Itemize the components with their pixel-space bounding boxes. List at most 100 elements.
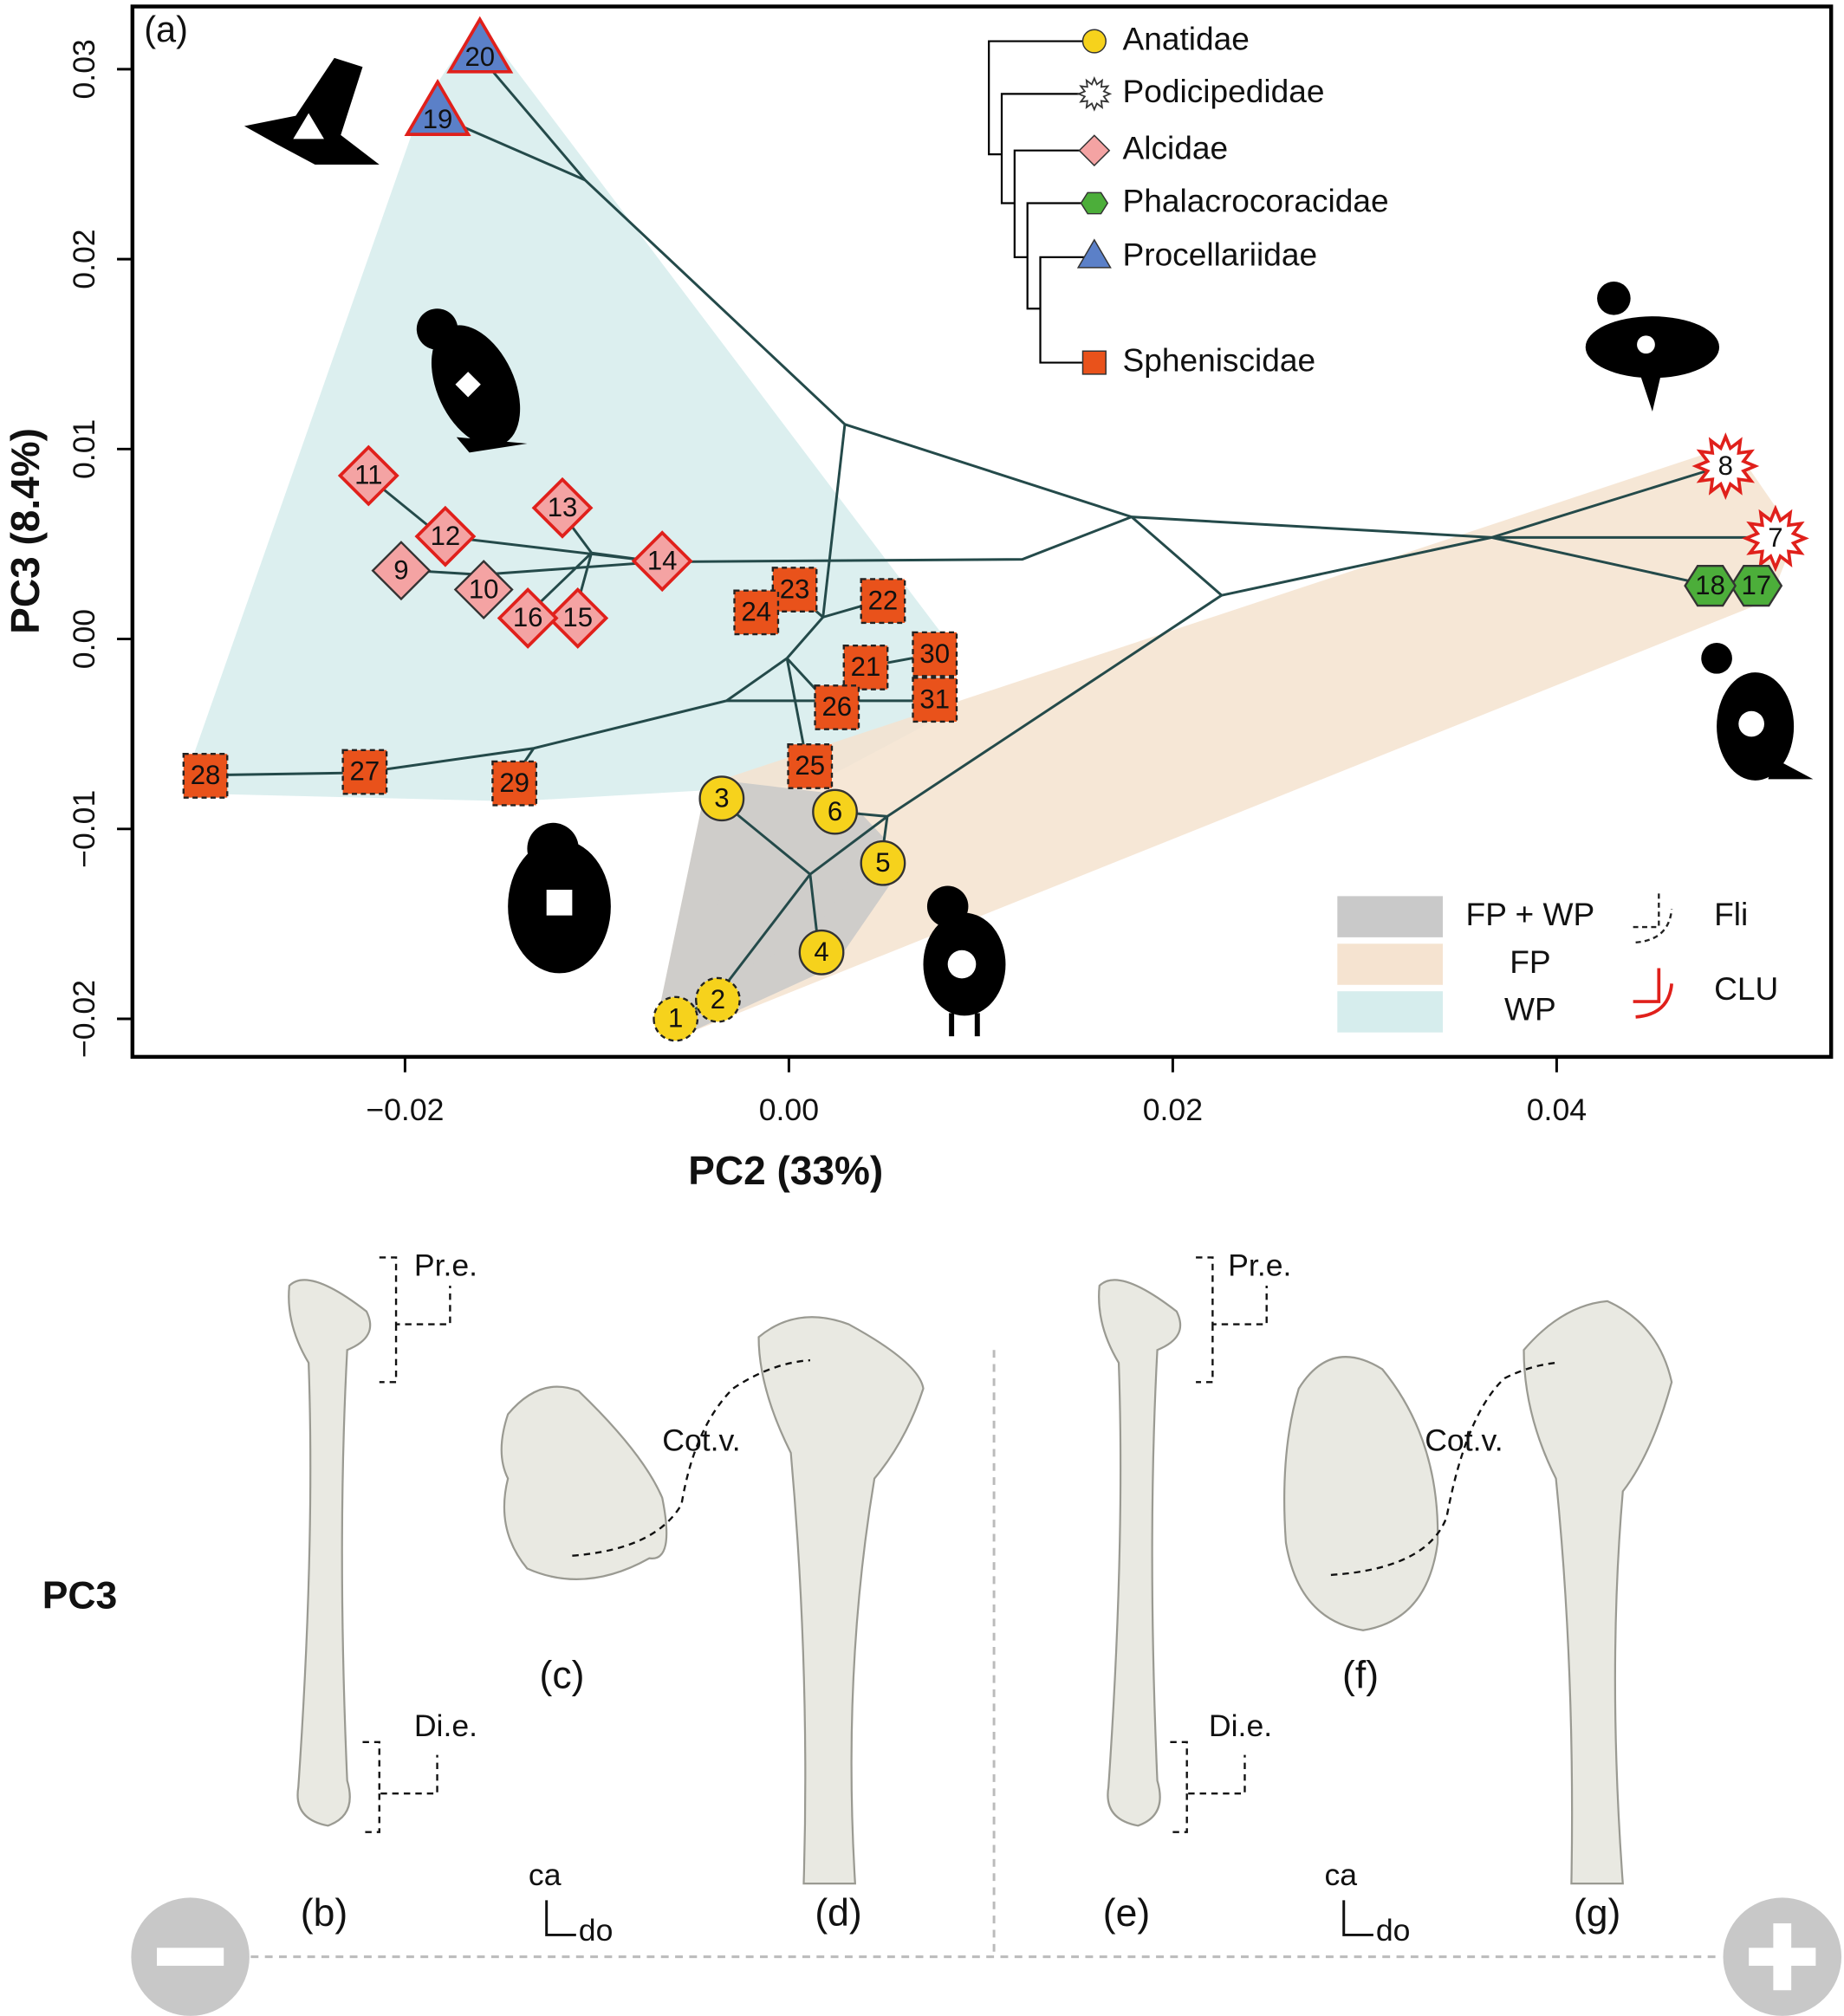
view-label: (b)	[301, 1892, 347, 1935]
legend-label: CLU	[1714, 970, 1778, 1007]
point	[698, 775, 745, 822]
point-label: 2	[711, 984, 725, 1014]
point	[531, 476, 594, 539]
point	[733, 589, 780, 636]
penguin-silhouette	[508, 822, 611, 974]
point-label: 22	[868, 585, 899, 615]
point	[842, 645, 889, 690]
view-label: (e)	[1103, 1892, 1150, 1935]
point	[653, 995, 699, 1042]
point-label: 8	[1718, 451, 1733, 481]
point-label: 23	[780, 574, 810, 604]
legend-swatch	[1337, 991, 1444, 1033]
legend-label: Podicipedidae	[1122, 73, 1324, 109]
legend-label: Procellariidae	[1122, 237, 1317, 273]
view-label: (g)	[1574, 1892, 1620, 1935]
legend-edge	[1633, 893, 1673, 944]
view-label: (d)	[815, 1892, 861, 1935]
legend: Anatidae Podicipedidae Alcidae Phalacrocora…	[1076, 20, 1778, 1033]
grebe-silhouette	[1585, 282, 1720, 412]
bone-c	[500, 1385, 668, 1580]
point-label: 15	[562, 602, 593, 632]
annotation: Di.e.	[1209, 1708, 1272, 1743]
cormorant-silhouette	[1701, 643, 1814, 781]
point-label: 25	[795, 750, 825, 781]
y-tick-label: 0.00	[67, 609, 101, 669]
orientation-axes	[545, 1900, 576, 1936]
silhouettes	[243, 57, 1814, 1037]
point-label: 13	[548, 492, 578, 522]
bone-g	[1523, 1300, 1673, 1885]
legend-edge	[1633, 968, 1673, 1019]
legend-swatch	[1337, 943, 1444, 985]
point-label: 5	[875, 847, 890, 878]
legend-label: WP	[1504, 991, 1556, 1027]
axis-label: ca	[1324, 1857, 1357, 1892]
panel-label: (a)	[144, 9, 188, 49]
point-label: 30	[919, 639, 950, 669]
point	[631, 530, 693, 593]
leader	[572, 1358, 810, 1557]
point-label: 9	[393, 554, 408, 585]
annotation: Pr.e.	[414, 1248, 477, 1283]
point	[912, 631, 958, 677]
legend-label: Anatidae	[1122, 20, 1249, 56]
legend-cladogram	[988, 40, 1094, 364]
legend-label: FP + WP	[1466, 896, 1595, 932]
legend-swatch	[1337, 896, 1444, 937]
point	[1742, 504, 1809, 573]
auk-silhouette	[416, 308, 528, 453]
axis-label: ca	[529, 1857, 562, 1892]
y-tick-label: 0.01	[67, 419, 101, 479]
point-label: 18	[1695, 570, 1725, 600]
legend-label: Phalacrocoracidae	[1122, 182, 1388, 218]
leader	[1330, 1361, 1556, 1577]
point-label: 31	[919, 684, 950, 714]
point-label: 16	[513, 602, 543, 632]
point	[812, 788, 858, 835]
point	[341, 749, 388, 795]
bone-f	[1283, 1356, 1439, 1631]
bracket	[362, 1741, 438, 1833]
point-label: 21	[851, 651, 881, 682]
bone-b	[288, 1279, 372, 1827]
x-tick-label: 0.00	[759, 1092, 819, 1127]
legend-marker	[1081, 350, 1107, 375]
point	[337, 444, 399, 507]
duck-silhouette	[923, 885, 1006, 1037]
point	[547, 587, 609, 649]
point-label: 6	[828, 796, 842, 826]
y-axis-title: PC3 (8.4%)	[3, 428, 48, 634]
x-tick-label: 0.02	[1143, 1092, 1203, 1127]
point-label: 27	[350, 756, 380, 787]
point	[787, 743, 834, 789]
plus-sign	[1773, 1923, 1792, 1991]
branch	[672, 593, 1223, 1021]
annotation: Cot.v.	[1425, 1423, 1503, 1457]
point-label: 24	[741, 597, 771, 627]
legend-label: FP	[1510, 943, 1550, 980]
point-label: 4	[814, 937, 828, 967]
legend-marker	[1078, 134, 1111, 167]
point	[860, 839, 906, 886]
x-tick-label: −0.02	[366, 1092, 444, 1127]
bracket	[1170, 1741, 1246, 1833]
point-label: 29	[499, 768, 529, 798]
point-label: 1	[668, 1003, 683, 1034]
point	[1691, 432, 1760, 500]
point-label: 3	[714, 782, 729, 813]
legend-label: Alcidae	[1122, 129, 1228, 165]
minus-sign	[157, 1948, 224, 1967]
mark-layer: 1234567891011121314151617181920212223242…	[182, 16, 1809, 1042]
point-label: 10	[469, 574, 499, 604]
axis-label: do	[579, 1913, 614, 1948]
point	[497, 587, 559, 649]
point-label: 11	[354, 460, 382, 490]
point	[860, 578, 906, 625]
branch	[474, 50, 1725, 539]
legend-label: Fli	[1714, 896, 1748, 932]
point	[798, 929, 845, 976]
point-label: 28	[191, 760, 221, 790]
